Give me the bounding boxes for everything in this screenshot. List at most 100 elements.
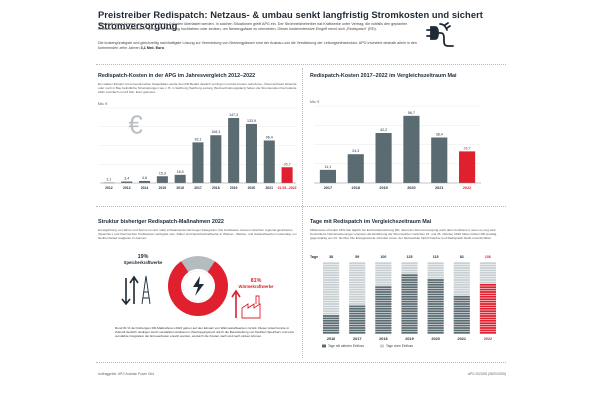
day-stripe-2022 [479,319,497,322]
day-stripe-2018 [375,264,392,267]
day-stripe-2022 [479,298,497,301]
day-stripe-2022 [479,322,497,325]
day-stripe-2021 [453,264,470,267]
day-stripe-2021 [453,305,470,308]
bar-01.05.–2022 [281,167,293,183]
day-stripe-2020 [427,317,444,320]
day-stripe-2017 [349,327,366,329]
day-stripe-2019 [401,305,418,308]
day-stripe-2016 [322,298,340,301]
day-stripe-2017 [349,298,366,301]
value-label-2022: 26,7 [464,146,471,150]
day-stripe-2016 [322,331,340,334]
day-stripe-2018 [375,331,392,334]
bar-2014 [139,180,151,183]
slice-Wärmekraftwerke [168,261,228,316]
days-unit-label: Tage [310,255,318,259]
day-stripe-2022 [479,264,497,267]
day-stripe-2020 [427,286,444,289]
day-stripe-2016 [322,327,340,329]
day-stripe-2021 [453,300,470,303]
days-value-2016: 38 [329,255,333,259]
day-stripe-2019 [401,322,418,325]
tick-label-2020: 2020 [248,186,256,190]
day-stripe-2021 [453,279,470,281]
day-stripe-2022 [479,283,497,286]
day-stripe-2018 [375,303,392,305]
day-stripe-2018 [375,262,392,265]
legend-label-active: Tage mit aktivem Einfluss [328,344,364,348]
intro-paragraph: Stromleitungen können aus verschiedenen … [98,22,408,31]
divider-middle [96,206,506,207]
day-stripe-2022 [479,310,497,313]
day-stripe-2019 [401,293,418,296]
day-stripe-2019 [401,307,418,310]
day-stripe-2017 [349,300,366,303]
tick-label-2020: 2020 [407,186,415,190]
day-stripe-2022 [479,331,497,334]
value-label-2021: 38,4 [436,133,443,137]
day-stripe-2018 [375,269,392,272]
legend-label-inactive: Tage ohne Einfluss [386,344,413,348]
chart4-title: Tage mit Redispatch im Vergleichszeitrau… [310,219,432,225]
day-stripe-2020 [427,271,444,274]
day-stripe-2016 [322,322,340,325]
value-label-2013: 3,4 [124,177,129,181]
day-stripe-2016 [322,288,340,291]
day-stripe-2018 [375,293,392,296]
day-stripe-2017 [349,279,366,281]
day-stripe-2021 [453,317,470,320]
day-stripe-2019 [401,269,418,272]
day-stripe-2020 [427,288,444,291]
bar-2019 [228,118,240,183]
tick-label-2017: 2017 [194,186,202,190]
day-stripe-2021 [453,262,470,265]
day-stripe-2019 [401,310,418,313]
arrow-up-icon [129,275,139,304]
day-stripe-2019 [401,298,418,301]
day-stripe-2021 [453,267,470,269]
bar-2019 [375,133,392,183]
day-stripe-2019 [401,281,418,284]
days-tick-2016: 2016 [327,337,335,341]
day-stripe-2017 [349,331,366,334]
day-stripe-2022 [479,307,497,310]
days-tick-2017: 2017 [353,337,361,341]
day-stripe-2019 [401,324,418,327]
day-stripe-2017 [349,317,366,320]
tick-label-2015: 2015 [159,186,167,190]
day-stripe-2018 [375,300,392,303]
day-stripe-2022 [479,276,497,279]
day-stripe-2022 [479,305,497,308]
page-title: Preistreiber Redispatch: Netzaus- & umba… [98,9,483,31]
day-stripe-2018 [375,329,392,332]
day-stripe-2018 [375,271,392,274]
tick-label-2016: 2016 [176,186,184,190]
day-stripe-2018 [375,276,392,279]
day-stripe-2021 [453,310,470,313]
tick-label-2019: 2019 [379,186,387,190]
day-stripe-2019 [401,274,418,277]
day-stripe-2020 [427,276,444,279]
day-stripe-2020 [427,312,444,315]
day-stripe-2021 [453,331,470,334]
day-stripe-2020 [427,310,444,313]
day-stripe-2018 [375,312,392,315]
value-label-2021: 96,4 [266,135,273,139]
day-stripe-2017 [349,262,366,265]
day-stripe-2017 [349,276,366,279]
day-stripe-2017 [349,319,366,322]
day-stripe-2021 [453,322,470,325]
day-stripe-2020 [427,264,444,267]
tick-label-2014: 2014 [141,186,149,190]
day-stripe-2016 [322,305,340,308]
day-stripe-2019 [401,264,418,267]
value-label-2018: 24,3 [352,149,359,153]
day-stripe-2018 [375,267,392,269]
day-stripe-2018 [375,319,392,322]
day-stripe-2016 [322,281,340,284]
bar-2020 [245,123,257,183]
chart1-plot: Mio. € €1,1 2012 3,4 2013 4,6 2014 15,3 2015 18,5… [98,102,297,190]
day-stripe-2022 [479,295,497,298]
